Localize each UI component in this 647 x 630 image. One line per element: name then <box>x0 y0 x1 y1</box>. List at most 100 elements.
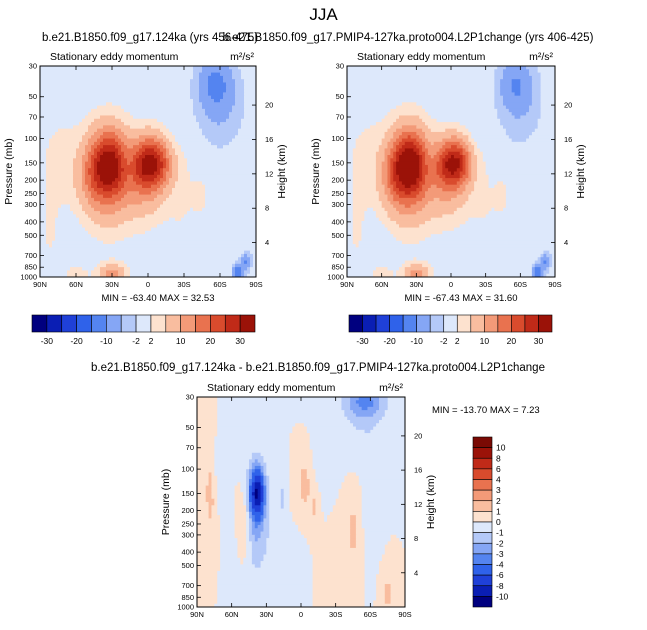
colorbar-label: -3 <box>496 549 504 559</box>
y-tick-label: 70 <box>186 443 194 452</box>
y-tick-label: 50 <box>186 423 194 432</box>
colorbar-label: -10 <box>411 336 424 346</box>
colorbar-box <box>472 542 493 555</box>
colorbar-box <box>472 596 493 608</box>
colorbar-label: 20 <box>206 336 216 346</box>
colorbar-box <box>472 479 493 491</box>
y2-tick-label: 20 <box>564 101 572 110</box>
x-tick-label: 90N <box>33 280 47 289</box>
panel-subtitle: Stationary eddy momentum <box>207 382 336 394</box>
colorbar-box <box>429 314 445 333</box>
colorbar-box <box>472 532 493 544</box>
x-tick-label: 0 <box>449 280 453 289</box>
colorbar-label: 10 <box>480 336 490 346</box>
y-tick-label: 200 <box>331 176 344 185</box>
x-tick-label: 60N <box>225 610 239 619</box>
y-tick-label: 400 <box>331 217 344 226</box>
y2-tick-label: 8 <box>564 204 568 213</box>
panel-title: b.e21.B1850.f09_g17.124ka - b.e21.B1850.… <box>91 362 545 374</box>
colorbar-label: -2 <box>132 336 140 346</box>
colorbar-main: -30 -20 -10 -2 2 10 20 30 -30 -20 -10 -2 2 10 20 30 <box>31 314 553 346</box>
x-tick-label: 60N <box>375 280 389 289</box>
colorbar-box <box>91 314 107 333</box>
colorbar-box <box>472 489 493 502</box>
y2-tick-label: 16 <box>265 135 273 144</box>
x-tick-label: 30N <box>409 280 423 289</box>
y2-tick-label: 12 <box>265 169 273 178</box>
y-tick-label: 250 <box>181 519 194 528</box>
panel-127ka: b.e21.B1850.f09_g17.PMIP4-127ka.proto004… <box>223 32 594 304</box>
x-tick-label: 30N <box>105 280 119 289</box>
y-tick-label: 850 <box>24 263 37 272</box>
y-tick-label: 700 <box>24 251 37 260</box>
y2-tick-label: 4 <box>564 238 568 247</box>
y-tick-label: 500 <box>181 561 194 570</box>
y-tick-label: 250 <box>331 189 344 198</box>
colorbar-label: 10 <box>176 336 186 346</box>
colorbar-box <box>210 314 226 333</box>
colorbar-box <box>46 314 63 333</box>
colorbar-box <box>538 314 553 333</box>
colorbar-box <box>472 511 493 523</box>
colorbar-box <box>120 314 137 333</box>
colorbar-label: 20 <box>507 336 517 346</box>
x-tick-label: 0 <box>299 610 303 619</box>
colorbar-box <box>511 314 526 333</box>
x-tick-label: 30S <box>329 610 342 619</box>
colorbar-box <box>375 314 390 333</box>
colorbar-label: 3 <box>496 485 501 495</box>
panel-title: b.e21.B1850.f09_g17.124ka (yrs 456-475) <box>42 32 258 44</box>
colorbar-box <box>456 314 472 333</box>
panel-difference: b.e21.B1850.f09_g17.124ka - b.e21.B1850.… <box>91 362 545 619</box>
colorbar-box <box>224 314 241 333</box>
panel-subtitle: Stationary eddy momentum <box>50 51 179 63</box>
y-tick-label: 150 <box>331 158 344 167</box>
x-tick-label: 90N <box>190 610 204 619</box>
colorbar-label: -4 <box>496 560 504 570</box>
x-tick-label: 60S <box>364 610 377 619</box>
y-tick-label: 100 <box>24 134 37 143</box>
y-tick-label: 400 <box>181 548 194 557</box>
y2-tick-label: 12 <box>564 169 572 178</box>
colorbar-label: 8 <box>496 453 501 463</box>
x-tick-label: 30N <box>259 610 273 619</box>
contour-field <box>197 397 405 607</box>
x-tick-label: 60S <box>213 280 226 289</box>
y2-tick-label: 8 <box>414 534 418 543</box>
y-tick-label: 50 <box>336 92 344 101</box>
colorbar-label: 2 <box>149 336 154 346</box>
colorbar-label: -30 <box>41 336 54 346</box>
colorbar-label: 2 <box>455 336 460 346</box>
colorbar-box <box>484 314 499 333</box>
colorbar-box <box>443 314 458 333</box>
panel-title: b.e21.B1850.f09_g17.PMIP4-127ka.proto004… <box>223 32 594 44</box>
min-max-stats: MIN = -13.70 MAX = 7.23 <box>432 405 540 416</box>
y-tick-label: 70 <box>336 112 344 121</box>
colorbar-box <box>135 314 152 333</box>
colorbar-box <box>472 500 493 512</box>
y-tick-label: 300 <box>181 530 194 539</box>
main-title: JJA <box>309 5 338 24</box>
colorbar-box <box>180 314 196 333</box>
contour-field <box>40 66 256 277</box>
x-tick-label: 90N <box>340 280 354 289</box>
colorbar-label: -1 <box>496 528 504 538</box>
units-label: m²/s² <box>379 382 403 394</box>
colorbar-box <box>497 314 512 333</box>
colorbar-box <box>472 436 493 448</box>
y-tick-label: 30 <box>29 62 37 71</box>
y2-tick-label: 8 <box>265 204 269 213</box>
x-tick-label: 0 <box>146 280 150 289</box>
colorbar-box <box>165 314 181 333</box>
colorbar-box <box>472 564 493 576</box>
y2-axis-label: Height (km) <box>575 144 587 198</box>
colorbar-label: -10 <box>100 336 113 346</box>
colorbar-box <box>416 314 431 333</box>
colorbar-label: -2 <box>440 336 448 346</box>
colorbar-label: 6 <box>496 464 501 474</box>
colorbar-label: 10 <box>496 443 506 453</box>
y-tick-label: 30 <box>336 62 344 71</box>
y-tick-label: 400 <box>24 217 37 226</box>
panel-subtitle: Stationary eddy momentum <box>357 51 486 63</box>
